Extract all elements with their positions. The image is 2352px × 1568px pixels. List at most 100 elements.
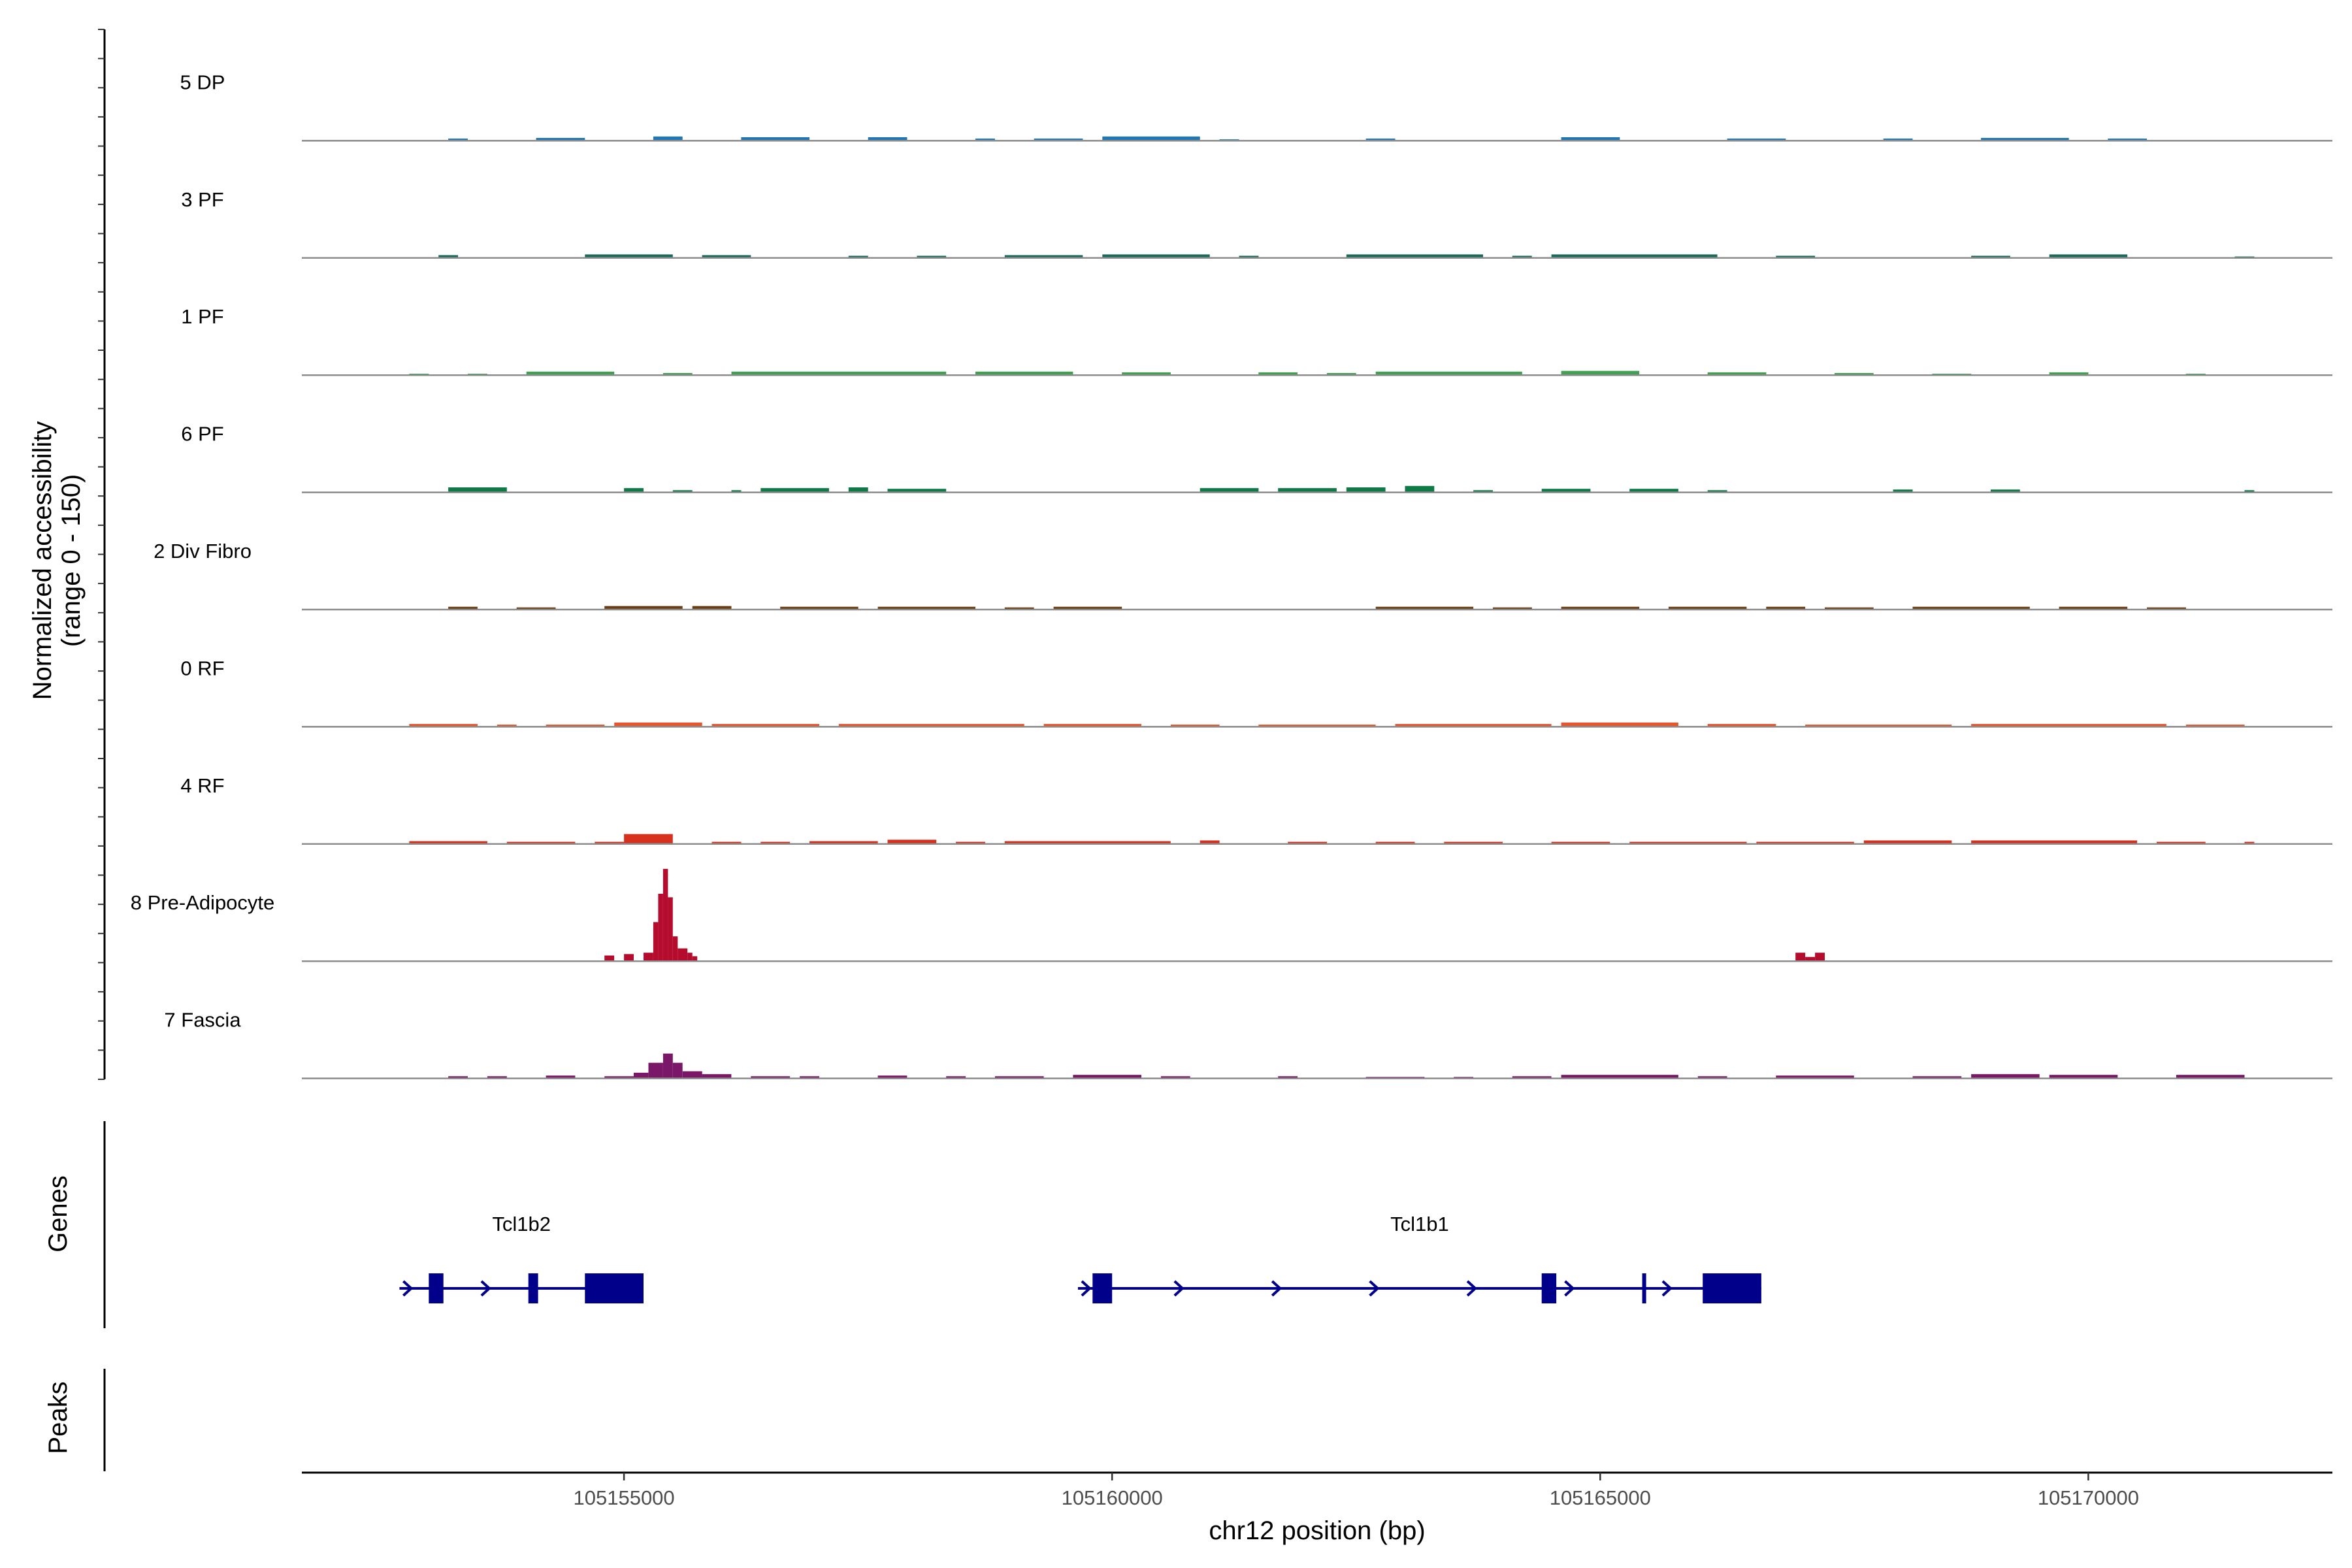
coverage-bar: [751, 1076, 791, 1079]
coverage-bar: [614, 722, 702, 727]
coverage-bar: [2049, 254, 2128, 258]
y-axis-title-line1: Normalized accessibility: [28, 421, 57, 700]
track-9: 7 Fascia: [164, 1009, 2332, 1079]
track-5: 2 Div Fibro: [154, 540, 2332, 611]
coverage-bar: [1971, 1074, 2040, 1079]
coverage-bar: [604, 606, 683, 610]
coverage-bar: [1971, 255, 2010, 258]
coverage-bar: [585, 254, 673, 258]
coverage-bar: [1473, 490, 1493, 493]
coverage-bar: [662, 1053, 673, 1079]
strand-arrow-icon: [402, 1280, 414, 1297]
gene-exon: [1642, 1273, 1646, 1303]
coverage-bar: [2244, 841, 2255, 844]
coverage-bar: [1004, 255, 1083, 258]
track-label: 8 Pre-Adipocyte: [131, 891, 275, 914]
coverage-bar: [1707, 724, 1776, 727]
coverage-bar: [448, 487, 507, 493]
coverage-bar: [526, 371, 615, 376]
coverage-bar: [2176, 1075, 2245, 1079]
coverage-bar: [1102, 136, 1200, 141]
coverage-bar: [1551, 841, 1610, 844]
coverage-bar: [702, 255, 751, 258]
coverage-bar: [546, 725, 605, 727]
x-tick-label: 105165000: [1550, 1486, 1651, 1509]
strand-arrow-icon: [1661, 1280, 1673, 1297]
coverage-bar: [1629, 489, 1678, 493]
coverage-bar: [1629, 841, 1747, 844]
coverage-bar: [1346, 254, 1483, 258]
track-label: 7 Fascia: [164, 1009, 241, 1032]
coverage-bar: [848, 255, 868, 258]
coverage-bar: [506, 841, 576, 844]
coverage-bar: [448, 1076, 468, 1079]
coverage-bar: [2059, 606, 2128, 610]
coverage-bar: [624, 954, 634, 962]
coverage-bar: [648, 1062, 663, 1079]
coverage-bar: [975, 371, 1073, 376]
x-tick-label: 105160000: [1062, 1486, 1163, 1509]
coverage-bar: [1727, 139, 1786, 141]
gene-tcl1b2: Tcl1b2: [399, 1213, 644, 1303]
left-axes: [98, 29, 106, 1471]
coverage-bar: [711, 724, 819, 727]
coverage-bar: [1365, 139, 1396, 141]
coverage-bar: [1122, 372, 1171, 376]
coverage-bar: [409, 724, 478, 727]
track-8: 8 Pre-Adipocyte: [131, 868, 2332, 962]
coverage-bar: [662, 372, 693, 376]
coverage-bar: [1707, 372, 1767, 376]
coverage-bar: [658, 894, 663, 962]
coverage-bar: [917, 255, 947, 258]
coverage-bar: [1326, 372, 1356, 376]
strand-arrow-icon: [1271, 1280, 1282, 1297]
coverage-bar: [653, 922, 659, 962]
coverage-bar: [409, 841, 487, 844]
coverage-bar: [1073, 1075, 1141, 1079]
coverage-bar: [1043, 724, 1141, 727]
coverage-bar: [1883, 139, 1913, 141]
coverage-bar: [1561, 606, 1640, 610]
coverage-bar: [887, 489, 947, 493]
coverage-bar: [1561, 137, 1620, 141]
coverage-bar: [448, 139, 468, 141]
coverage-bar: [1375, 371, 1522, 376]
coverage-tracks: 5 DP 3 PF 1 PF 6 PF 2 Div Fibro 0 RF 4 RF 8 Pre…: [131, 71, 2332, 1079]
strand-arrow-icon: [1369, 1280, 1380, 1297]
coverage-bar: [1981, 138, 2069, 141]
coverage-bar: [1912, 1076, 1962, 1079]
coverage-bar: [1278, 488, 1337, 493]
coverage-bar: [994, 1076, 1044, 1079]
coverage-bar: [1053, 606, 1122, 610]
coverage-bar: [1776, 1075, 1854, 1079]
coverage-bar: [1405, 485, 1435, 493]
gene-exon: [429, 1273, 444, 1303]
coverage-bar: [536, 138, 585, 141]
coverage-bar: [487, 1076, 507, 1079]
x-tick-label: 105155000: [574, 1486, 675, 1509]
coverage-bar: [546, 1075, 576, 1079]
coverage-bar: [1991, 489, 2020, 493]
coverage-bar: [1239, 255, 1259, 258]
coverage-bar: [497, 725, 517, 727]
coverage-bar: [1863, 840, 1952, 844]
coverage-bar: [1278, 1076, 1298, 1079]
coverage-bar: [672, 1062, 683, 1079]
genes-panel: Tcl1b2 Tcl1b1: [399, 1213, 1761, 1303]
coverage-bar: [1160, 1076, 1190, 1079]
coverage-bar: [1541, 489, 1591, 493]
coverage-bar: [1707, 490, 1727, 493]
coverage-bar: [604, 955, 615, 962]
coverage-bar: [1795, 953, 1806, 962]
coverage-bar: [1375, 606, 1474, 610]
coverage-bar: [1512, 255, 1532, 258]
coverage-bar: [1971, 840, 2138, 844]
track-3: 1 PF: [181, 305, 2332, 376]
coverage-bar: [887, 840, 937, 844]
y-axis-title-line2: (range 0 - 150): [57, 474, 86, 647]
coverage-bar: [1561, 370, 1640, 376]
coverage-bar: [1004, 841, 1171, 844]
strand-arrow-icon: [1564, 1280, 1575, 1297]
gene-label: Tcl1b1: [1390, 1213, 1449, 1235]
